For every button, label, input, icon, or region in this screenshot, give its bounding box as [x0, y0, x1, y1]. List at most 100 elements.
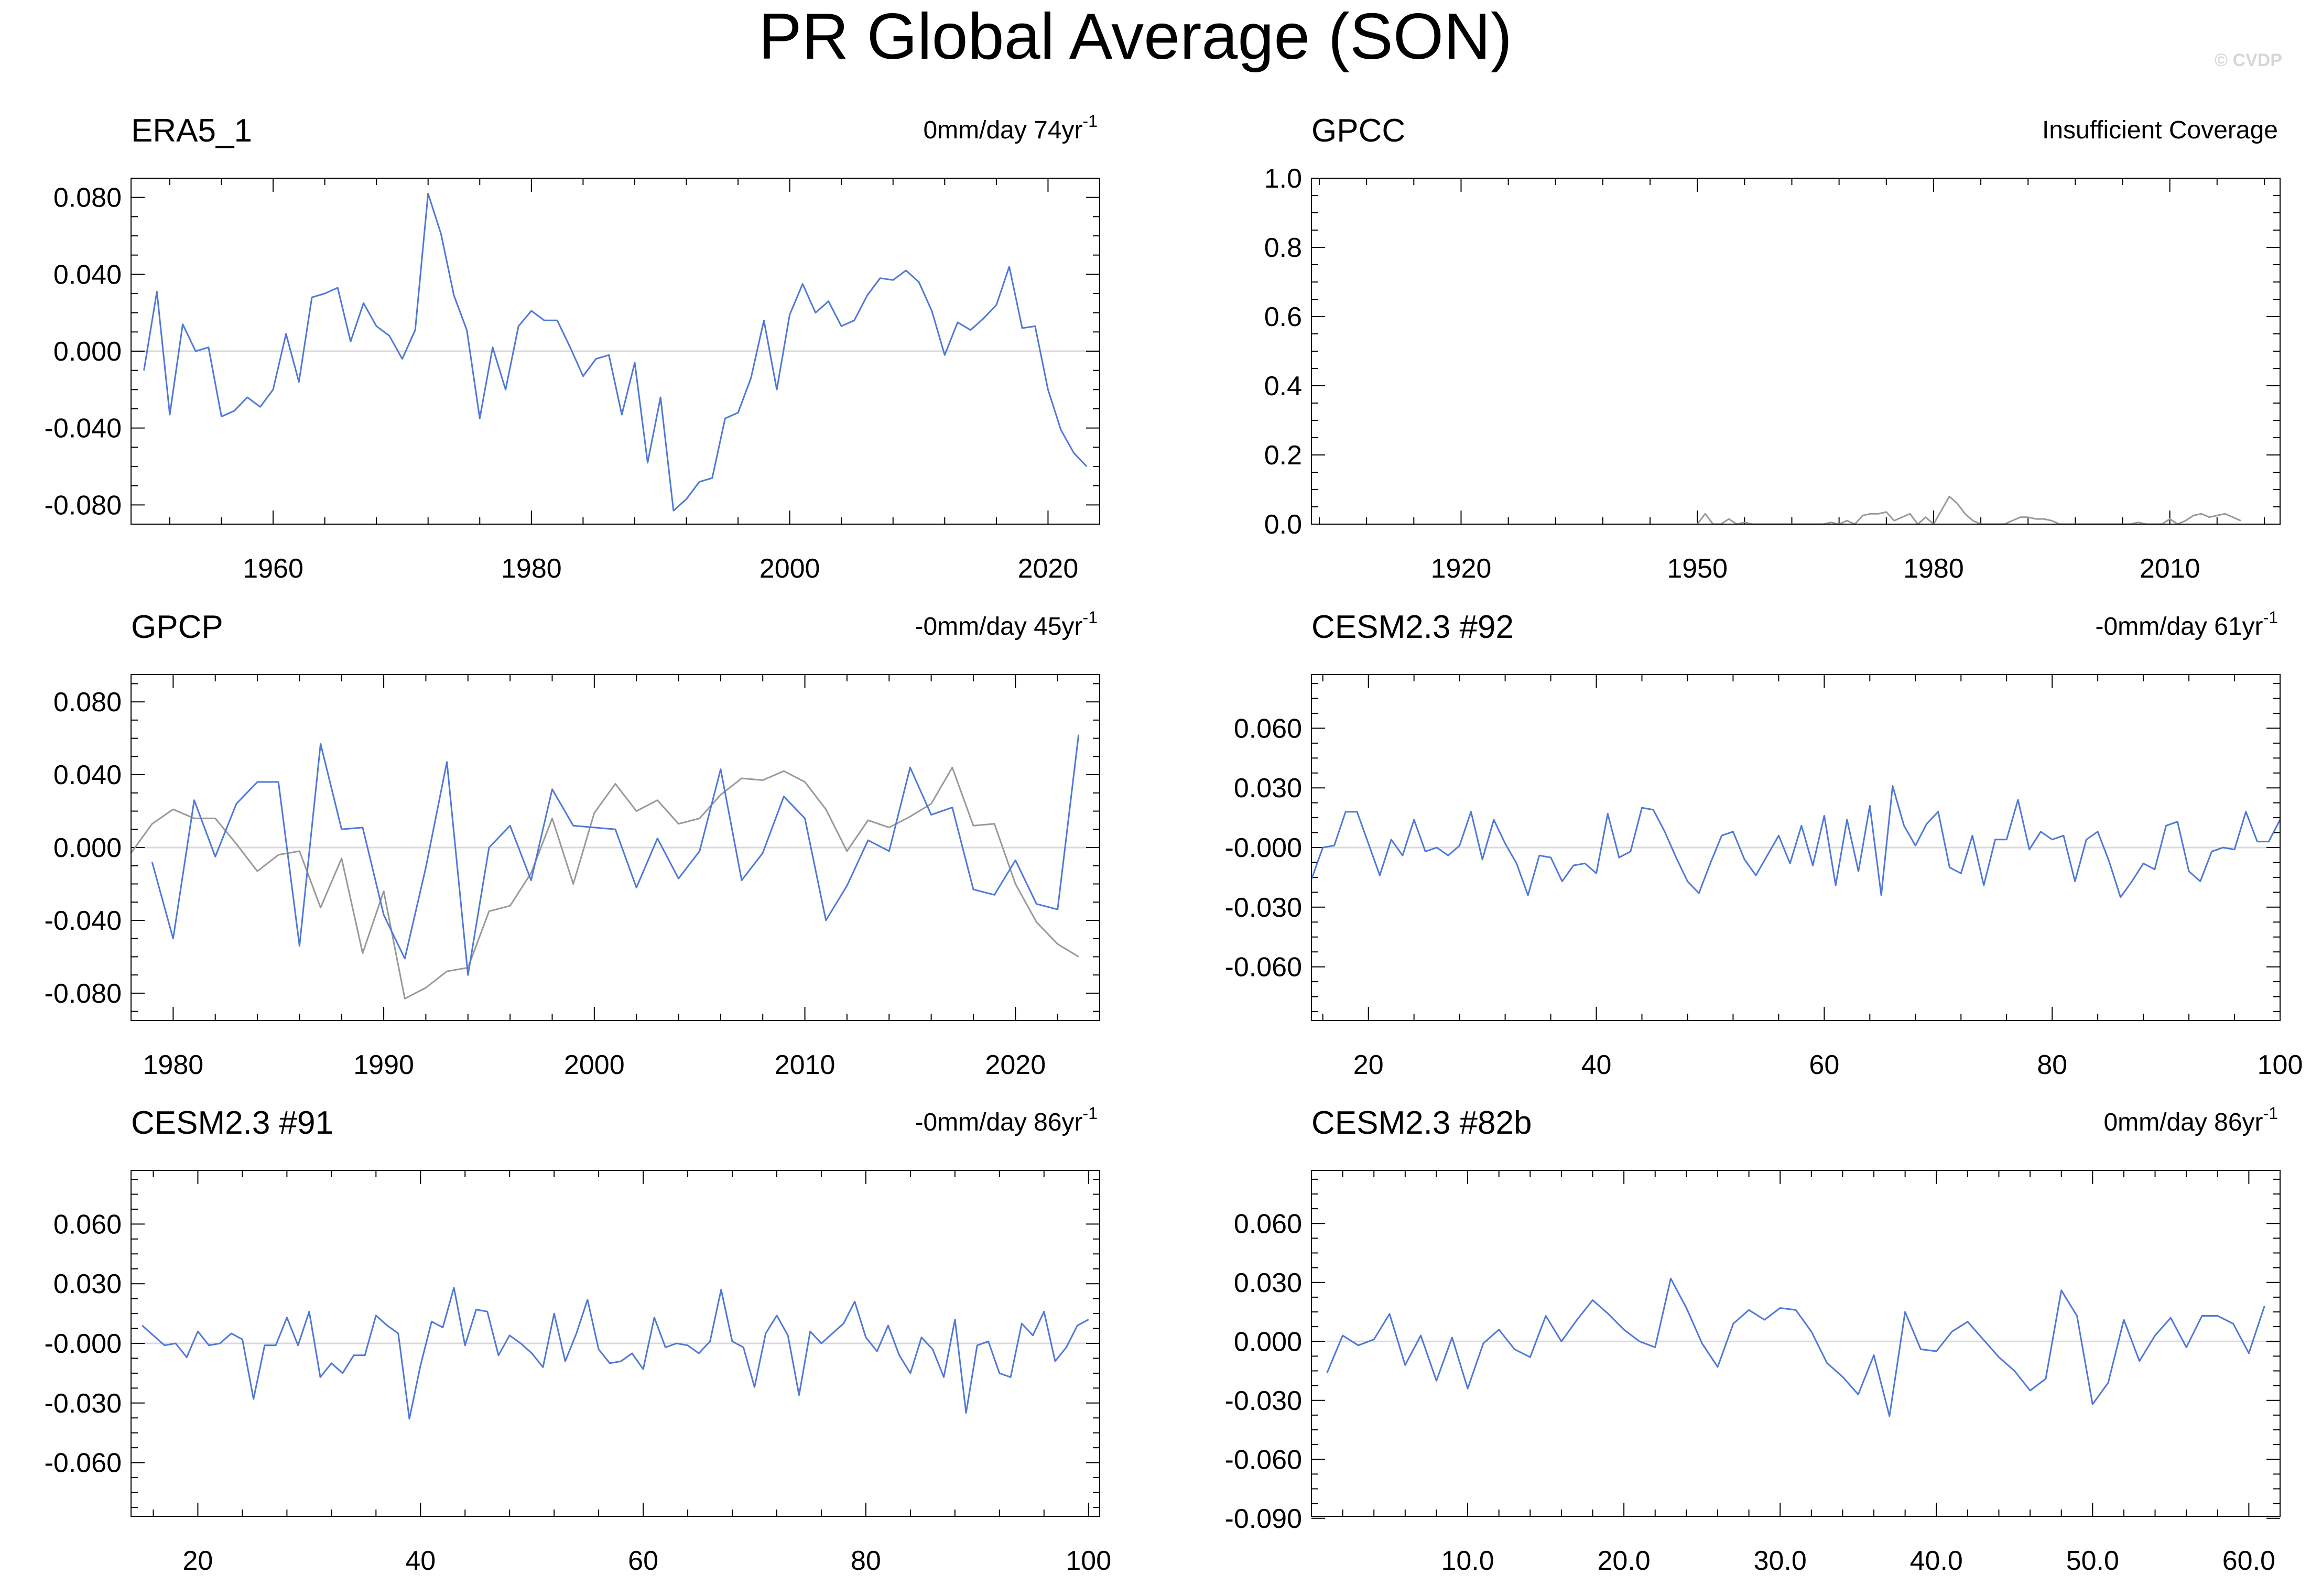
plot-frame — [1311, 1170, 2281, 1517]
trend-unit-exponent: -1 — [2263, 1104, 2278, 1123]
panel-title: GPCC — [1311, 113, 1405, 149]
y-tick-label: 0.060 — [1234, 1209, 1302, 1239]
x-tick-label: 20 — [1353, 1050, 1384, 1080]
series-line-1 — [143, 192, 1088, 512]
x-tick-label: 2020 — [1018, 553, 1079, 584]
y-tick-label: -0.030 — [1225, 893, 1302, 923]
y-tick-label: 0.040 — [53, 760, 122, 790]
trend-unit-exponent: -1 — [2263, 608, 2278, 627]
series-line-1 — [1326, 1277, 2265, 1417]
trend-unit-exponent: -1 — [1083, 608, 1098, 627]
x-tick-label: 1980 — [501, 553, 562, 584]
panel-title: CESM2.3 #91 — [131, 1105, 333, 1141]
x-tick-label: 2010 — [775, 1050, 836, 1080]
trend-value: Insufficient Coverage — [2042, 116, 2278, 144]
panel-trend-note: 0mm/day 86yr-1 — [2103, 1104, 2278, 1136]
x-tick-label: 60 — [1809, 1050, 1839, 1080]
plot-frame — [1311, 178, 2281, 525]
y-tick-label: 0.030 — [1234, 1268, 1302, 1298]
trend-value: 0mm/day 74yr — [923, 116, 1082, 144]
panel-trend-note: -0mm/day 45yr-1 — [915, 608, 1098, 640]
y-tick-label: 0.040 — [53, 259, 122, 290]
y-tick-label: 0.000 — [1234, 1327, 1302, 1357]
plot-frame — [131, 1170, 1100, 1517]
cvdp-watermark: © CVDP — [2215, 50, 2282, 70]
chart-panel-4: CESM2.3 #92 -0mm/day 61yr-1 -0.060 -0.030 -0… — [1225, 608, 2303, 1080]
y-tick-label: 0.060 — [1234, 713, 1302, 744]
x-tick-label: 2020 — [985, 1050, 1046, 1080]
x-tick-label: 100 — [1066, 1546, 1111, 1576]
y-tick-label: 0.060 — [53, 1209, 122, 1240]
panel-trend-note: -0mm/day 61yr-1 — [2095, 608, 2278, 640]
x-tick-label: 1920 — [1431, 553, 1492, 584]
y-tick-label: 0.080 — [53, 687, 122, 718]
y-tick-label: 0.000 — [53, 336, 122, 367]
trend-unit-exponent: -1 — [1083, 112, 1098, 131]
series-line-1 — [1310, 785, 2281, 898]
y-tick-label: -0.040 — [45, 906, 122, 936]
chart-panel-1: ERA5_1 0mm/day 74yr-1 -0.080 -0.040 0.000 0.0… — [45, 112, 1100, 584]
y-tick-label: -0.030 — [45, 1388, 122, 1419]
x-tick-label: 60.0 — [2222, 1546, 2275, 1576]
y-tick-label: 0.0 — [1264, 509, 1302, 540]
y-tick-label: -0.000 — [1225, 833, 1302, 863]
y-tick-label: 0.6 — [1264, 302, 1302, 332]
y-tick-label: -0.090 — [1225, 1504, 1302, 1534]
x-tick-label: 2010 — [2140, 553, 2200, 584]
x-tick-label: 80 — [851, 1546, 881, 1576]
y-tick-label: -0.030 — [1225, 1386, 1302, 1416]
y-tick-label: -0.060 — [1225, 1445, 1302, 1475]
plot-frame — [131, 178, 1100, 525]
panel-title: GPCP — [131, 609, 223, 645]
y-tick-label: -0.060 — [45, 1448, 122, 1479]
y-tick-label: 0.2 — [1264, 440, 1302, 471]
x-tick-label: 50.0 — [2066, 1546, 2119, 1576]
plot-frame — [131, 674, 1100, 1021]
x-tick-label: 2000 — [760, 553, 820, 584]
x-tick-label: 100 — [2258, 1050, 2303, 1080]
x-tick-label: 1990 — [353, 1050, 414, 1080]
x-tick-label: 20 — [183, 1546, 213, 1576]
panel-title: ERA5_1 — [131, 113, 252, 149]
chart-panel-6: CESM2.3 #82b 0mm/day 86yr-1 -0.090 -0.060 -0… — [1225, 1104, 2281, 1576]
trend-value: -0mm/day 86yr — [915, 1109, 1082, 1136]
y-tick-label: 0.030 — [1234, 773, 1302, 804]
panel-trend-note: Insufficient Coverage — [2042, 116, 2278, 144]
panel-title: CESM2.3 #92 — [1311, 609, 1514, 645]
series-line-1 — [130, 766, 1079, 1000]
x-tick-label: 60 — [628, 1546, 658, 1576]
x-tick-label: 30.0 — [1754, 1546, 1807, 1576]
plot-frame — [1311, 674, 2281, 1021]
chart-panels: ERA5_1 0mm/day 74yr-1-0.080-0.0400.0000.0… — [45, 112, 2303, 1576]
chart-panel-2: GPCC Insufficient Coverage 0.0 0.2 0.4 0.6 0.8… — [1264, 113, 2281, 584]
chart-panel-5: CESM2.3 #91 -0mm/day 86yr-1 -0.060 -0.030 -0… — [45, 1104, 1112, 1576]
y-tick-label: -0.080 — [45, 979, 122, 1009]
panel-title: CESM2.3 #82b — [1311, 1105, 1532, 1141]
x-tick-label: 10.0 — [1441, 1546, 1494, 1576]
x-tick-label: 40 — [1581, 1050, 1612, 1080]
trend-value: -0mm/day 45yr — [915, 613, 1082, 640]
x-tick-label: 2000 — [564, 1050, 625, 1080]
trend-value: 0mm/day 86yr — [2103, 1109, 2263, 1136]
x-tick-label: 1950 — [1667, 553, 1728, 584]
x-tick-label: 40 — [405, 1546, 436, 1576]
y-tick-label: -0.000 — [45, 1329, 122, 1359]
series-line-1 — [1697, 495, 2241, 525]
x-tick-label: 1980 — [143, 1050, 204, 1080]
y-tick-label: 0.080 — [53, 183, 122, 213]
figure-title: PR Global Average (SON) — [758, 1, 1512, 73]
y-tick-label: 0.4 — [1264, 371, 1302, 401]
panel-trend-note: 0mm/day 74yr-1 — [923, 112, 1098, 144]
y-tick-label: -0.080 — [45, 490, 122, 520]
y-tick-label: 1.0 — [1264, 164, 1302, 194]
y-tick-label: 0.000 — [53, 833, 122, 863]
x-tick-label: 80 — [2037, 1050, 2067, 1080]
x-tick-label: 1960 — [243, 553, 303, 584]
trend-value: -0mm/day 61yr — [2095, 613, 2263, 640]
x-tick-label: 20.0 — [1598, 1546, 1651, 1576]
x-tick-label: 1980 — [1903, 553, 1964, 584]
chart-panel-3: GPCP -0mm/day 45yr-1 -0.080 -0.040 0.000 0.04… — [45, 608, 1100, 1080]
series-line-2 — [151, 734, 1080, 976]
series-line-1 — [142, 1287, 1089, 1420]
